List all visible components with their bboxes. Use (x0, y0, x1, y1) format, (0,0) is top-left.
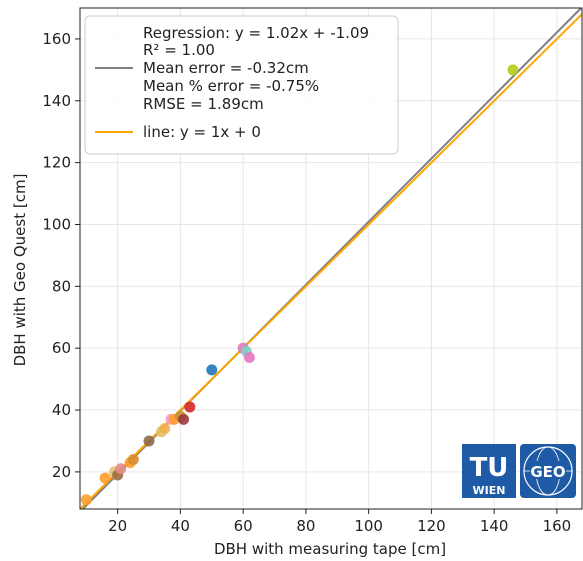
y-tick-label: 40 (52, 401, 71, 419)
x-tick-label: 40 (171, 517, 190, 535)
geo-label-bg (530, 461, 566, 479)
data-points (80, 64, 519, 506)
y-tick-label: 20 (52, 463, 71, 481)
data-point (184, 401, 196, 413)
y-tick-label: 120 (42, 154, 71, 172)
tu-logo-box (462, 444, 516, 498)
data-point (178, 413, 190, 425)
data-point (127, 454, 139, 466)
x-axis-label: DBH with measuring tape [cm] (214, 540, 446, 558)
wien-logo-text: WIEN (473, 484, 506, 497)
data-point (159, 423, 171, 435)
x-tick-label: 80 (296, 517, 315, 535)
geo-globe-logo: GEO (520, 444, 576, 498)
data-point (99, 472, 111, 484)
data-point (115, 463, 127, 475)
data-point (80, 494, 92, 506)
y-tick-label: 140 (42, 92, 71, 110)
legend-box (84, 15, 399, 155)
data-point (143, 435, 155, 447)
legend-r2: R² = 1.00 (143, 41, 215, 59)
legend-mean-pct-error: Mean % error = -0.75% (143, 77, 319, 95)
legend-mean-error: Mean error = -0.32cm (143, 59, 309, 77)
x-tick-label: 140 (480, 517, 509, 535)
plot-frame (79, 7, 583, 510)
data-point (243, 351, 255, 363)
data-point (206, 364, 218, 376)
tu-wien-logo: TU WIEN (462, 444, 516, 498)
data-point (507, 64, 519, 76)
x-tick-label: 160 (543, 517, 572, 535)
y-tick-label: 100 (42, 215, 71, 233)
legend: Regression: y = 1.02x + -1.09 R² = 1.00 … (84, 15, 399, 155)
x-axis-ticks: 20 40 60 80 100 120 140 160 (108, 509, 571, 535)
legend-reference-line: line: y = 1x + 0 (143, 123, 261, 141)
legend-regression: Regression: y = 1.02x + -1.09 (143, 24, 369, 42)
x-tick-label: 120 (417, 517, 446, 535)
y-tick-label: 60 (52, 339, 71, 357)
y-tick-label: 160 (42, 30, 71, 48)
tu-logo-text: TU (470, 453, 509, 483)
legend-rmse: RMSE = 1.89cm (143, 95, 264, 113)
x-tick-label: 20 (108, 517, 127, 535)
y-axis-ticks: 20 40 60 80 100 120 140 160 (42, 30, 80, 481)
geo-logo-text: GEO (530, 463, 565, 481)
y-axis-label: DBH with Geo Quest [cm] (11, 174, 29, 367)
y-tick-label: 80 (52, 277, 71, 295)
x-tick-label: 100 (354, 517, 383, 535)
x-tick-label: 60 (234, 517, 253, 535)
